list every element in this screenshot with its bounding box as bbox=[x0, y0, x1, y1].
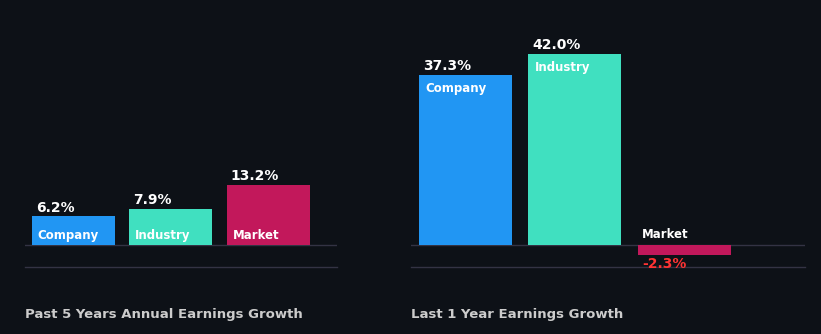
Text: Company: Company bbox=[38, 229, 99, 242]
Text: Industry: Industry bbox=[534, 61, 590, 74]
Text: 7.9%: 7.9% bbox=[133, 193, 172, 207]
Text: Company: Company bbox=[425, 82, 487, 95]
Text: 42.0%: 42.0% bbox=[533, 38, 581, 52]
Text: Last 1 Year Earnings Growth: Last 1 Year Earnings Growth bbox=[410, 308, 623, 321]
Text: Market: Market bbox=[642, 228, 689, 241]
Text: Industry: Industry bbox=[135, 229, 190, 242]
Text: Market: Market bbox=[233, 229, 279, 242]
Bar bbox=[419, 75, 511, 244]
Text: Past 5 Years Annual Earnings Growth: Past 5 Years Annual Earnings Growth bbox=[25, 308, 302, 321]
Bar bbox=[227, 185, 310, 244]
Bar bbox=[130, 209, 213, 244]
Text: 37.3%: 37.3% bbox=[423, 59, 471, 73]
Bar bbox=[528, 54, 621, 244]
Text: 13.2%: 13.2% bbox=[231, 169, 279, 183]
Bar bbox=[638, 244, 731, 255]
Text: -2.3%: -2.3% bbox=[642, 257, 686, 271]
Bar bbox=[32, 216, 115, 244]
Text: 6.2%: 6.2% bbox=[36, 200, 75, 214]
